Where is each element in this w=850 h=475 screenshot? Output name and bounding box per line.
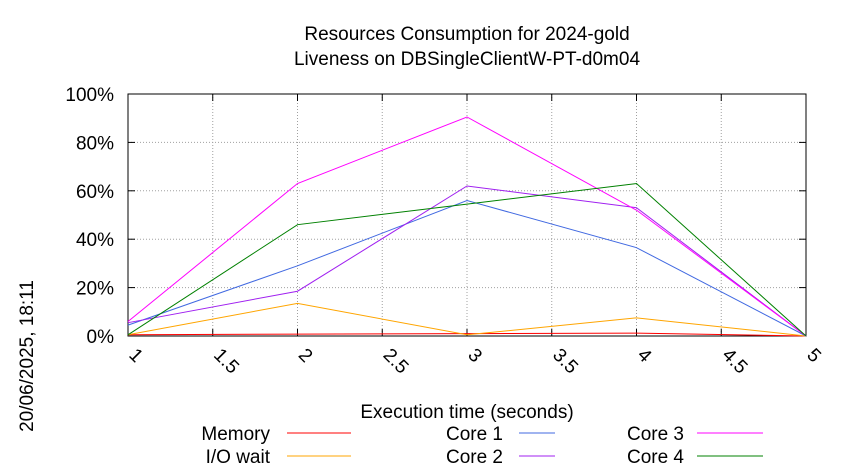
y-tick-label: 80% [76, 133, 114, 154]
legend-label: Core 3 [627, 424, 684, 445]
chart-title-line-1: Resources Consumption for 2024-gold [304, 24, 629, 45]
chart-title-line-2: Liveness on DBSingleClientW-PT-d0m04 [294, 49, 640, 70]
x-tick-label: 4 [633, 345, 656, 368]
x-axis-label: Execution time (seconds) [360, 402, 573, 423]
y-tick-label: 60% [76, 182, 114, 203]
series-lines [127, 116, 807, 337]
y-tick-label: 40% [76, 230, 114, 251]
y-tick-label: 20% [76, 279, 114, 300]
y-tick-label: 0% [87, 327, 115, 348]
series-line-core-1 [127, 199, 807, 337]
series-line-core-4 [127, 183, 807, 337]
series-line-core-3 [127, 116, 807, 337]
legend-label: Memory [201, 424, 270, 445]
x-tick-label: 2.5 [379, 345, 413, 379]
x-tick-label: 2 [294, 345, 316, 367]
y-tick-label: 100% [65, 85, 114, 106]
series-line-core-2 [127, 185, 807, 337]
legend-label: I/O wait [206, 447, 271, 468]
series-line-i-o-wait [127, 302, 807, 337]
x-tick-label: 1 [124, 345, 146, 367]
legend-label: Core 1 [446, 424, 503, 445]
x-tick-label: 3.5 [548, 345, 582, 379]
legend-label: Core 4 [627, 447, 684, 468]
x-tick-label: 1.5 [209, 345, 243, 379]
x-tick-label: 5 [802, 345, 824, 367]
legend-label: Core 2 [446, 447, 503, 468]
series-line-memory [127, 332, 807, 337]
grid [127, 93, 807, 337]
axes [127, 93, 807, 337]
timestamp-label: 20/06/2025, 18:11 [17, 280, 38, 432]
x-tick-label: 3 [463, 345, 485, 367]
x-tick-label: 4.5 [718, 345, 752, 379]
